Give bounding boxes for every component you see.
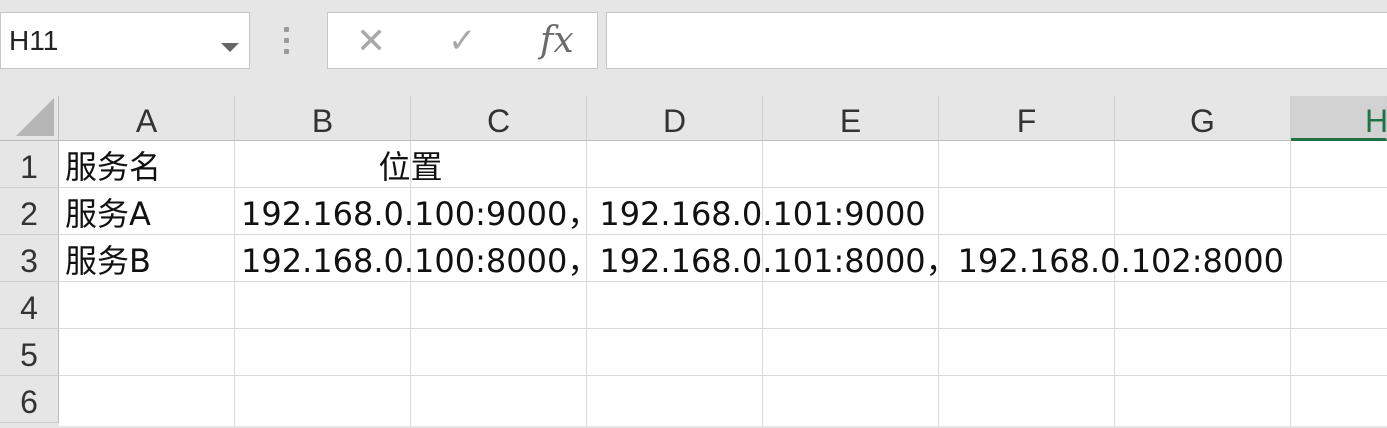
cell-b3[interactable]: 192.168.0.100:8000，192.168.0.101:8000，19… [241,242,1284,280]
gridline [938,141,939,426]
column-header-b[interactable]: B [235,96,411,141]
gridline [1290,141,1291,426]
gridline [59,328,1387,329]
fx-icon[interactable]: fx [540,20,574,61]
cell-a3[interactable]: 服务B [65,242,151,280]
cell-b2[interactable]: 192.168.0.100:9000，192.168.0.101:9000 [241,195,926,233]
close-icon[interactable]: ✕ [356,20,387,61]
formula-bar: H11 ✕ ✓ fx [0,0,1387,84]
gridline [410,141,411,426]
formula-buttons: ✕ ✓ fx [327,12,598,69]
column-header-f[interactable]: F [939,96,1115,141]
name-box-value[interactable]: H11 [9,25,59,56]
column-header-a[interactable]: A [59,96,235,141]
gridline [59,281,1387,282]
cell-a1[interactable]: 服务名 [65,148,162,186]
select-all-triangle-icon [16,98,54,136]
row-header-4[interactable]: 4 [0,282,59,329]
check-icon[interactable]: ✓ [448,22,477,60]
gridline [762,141,763,426]
column-header-h[interactable]: H [1291,96,1387,141]
worksheet-grid: A B C D E F G H 1 2 3 4 5 6 服务名 位置 服务A 1… [0,96,1387,426]
formula-input[interactable] [606,12,1387,69]
gridline [1114,141,1115,426]
vertical-dots-icon[interactable] [283,27,291,55]
chevron-down-icon[interactable] [221,43,239,52]
gridline [59,187,1387,188]
row-header-2[interactable]: 2 [0,188,59,235]
column-header-d[interactable]: D [587,96,763,141]
cell-a2[interactable]: 服务A [65,195,151,233]
row-header-5[interactable]: 5 [0,329,59,376]
row-header-6[interactable]: 6 [0,376,59,423]
cell-b1[interactable]: 位置 [378,148,443,186]
gridline [586,141,587,426]
name-box[interactable]: H11 [0,12,250,69]
select-all-button[interactable] [0,96,59,141]
column-header-c[interactable]: C [411,96,587,141]
gridline [234,141,235,426]
column-header-e[interactable]: E [763,96,939,141]
row-header-1[interactable]: 1 [0,141,59,188]
cell-area[interactable]: 服务名 位置 服务A 192.168.0.100:9000，192.168.0.… [59,141,1387,426]
column-header-g[interactable]: G [1115,96,1291,141]
gridline [59,375,1387,376]
gridline [59,234,1387,235]
row-header-3[interactable]: 3 [0,235,59,282]
